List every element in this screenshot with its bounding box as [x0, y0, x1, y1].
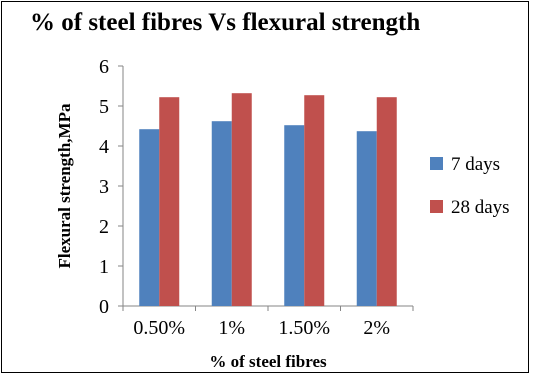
x-tick-label: 1%: [218, 317, 245, 339]
x-tick-label: 1.50%: [278, 317, 330, 339]
x-axis-ticks: 0.50% 1% 1.50% 2%: [122, 306, 414, 339]
y-tick-label: 6: [99, 56, 109, 78]
legend-swatch: [430, 200, 443, 213]
y-tick-label: 1: [99, 256, 109, 278]
bar-28-days: [304, 95, 325, 306]
chart: % of steel fibres Vs flexural strength 0…: [30, 9, 510, 371]
legend-label: 28 days: [451, 197, 510, 218]
chart-title: % of steel fibres Vs flexural strength: [30, 9, 420, 36]
legend-swatch: [430, 157, 443, 170]
x-axis-title: % of steel fibres: [209, 352, 327, 371]
bar-28-days: [376, 97, 397, 306]
y-tick-label: 0: [99, 296, 109, 318]
bar-28-days: [159, 97, 180, 306]
x-tick-label: 0.50%: [133, 317, 185, 339]
legend: 7 days 28 days: [430, 154, 510, 218]
bar-7-days: [139, 129, 160, 306]
x-tick-label: 2%: [363, 317, 390, 339]
y-tick-label: 4: [99, 136, 109, 158]
bar-7-days: [356, 131, 377, 306]
plot-area: 0 1 2 3 4 5 6 0.50% 1% 1.50% 2%: [99, 56, 414, 339]
y-tick-label: 5: [99, 96, 109, 118]
chart-frame: % of steel fibres Vs flexural strength 0…: [1, 1, 529, 373]
bar-7-days: [284, 125, 305, 306]
y-tick-label: 2: [99, 216, 109, 238]
legend-label: 7 days: [451, 154, 500, 175]
y-axis-ticks: 0 1 2 3 4 5 6: [99, 56, 123, 318]
y-axis-title: Flexural strength,MPa: [55, 103, 74, 268]
bar-7-days: [211, 121, 232, 306]
bar-28-days: [231, 93, 252, 306]
bars: [139, 93, 397, 306]
y-tick-label: 3: [99, 176, 109, 198]
